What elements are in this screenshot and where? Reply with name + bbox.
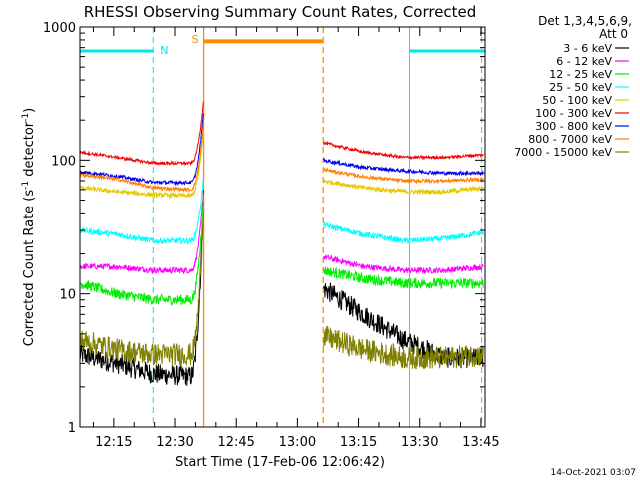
series-line-300-800-kev-pre xyxy=(79,113,204,187)
legend-label-800-7000-kev: 800 - 7000 keV xyxy=(528,133,612,146)
series-line-3-6-kev-pre xyxy=(79,190,204,387)
series-line-25-50-kev-pre xyxy=(79,177,204,245)
y-axis-label-part3: ) xyxy=(22,108,37,113)
series-layer xyxy=(79,101,484,387)
legend-header-line2: Att 0 xyxy=(599,27,628,41)
series-line-800-7000-kev-pre xyxy=(79,123,204,194)
series-line-50-100-kev-post xyxy=(323,179,484,196)
legend-header-line1: Det 1,3,4,5,6,9, xyxy=(538,14,632,28)
legend-label-6-12-kev: 6 - 12 keV xyxy=(556,55,612,68)
series-line-12-25-kev-post xyxy=(323,266,484,290)
y-axis-label-part2: detector xyxy=(22,121,37,181)
legend-label-3-6-kev: 3 - 6 keV xyxy=(563,42,612,55)
y-axis-label-exp1: -1 xyxy=(21,181,31,190)
series-line-7000-15000-kev-pre xyxy=(79,215,204,367)
y-tick-label: 100 xyxy=(51,154,76,169)
x-axis-label: Start Time (17-Feb-06 12:06:42) xyxy=(175,455,385,470)
timestamp: 14-Oct-2021 03:07 xyxy=(551,468,636,478)
plot-frame xyxy=(79,26,486,428)
y-tick-label: 1000 xyxy=(43,21,76,36)
chart-title: RHESSI Observing Summary Count Rates, Co… xyxy=(84,3,477,21)
series-line-6-12-kev-pre xyxy=(79,192,204,275)
y-tick-label: 10 xyxy=(59,288,76,303)
x-tick-label: 13:30 xyxy=(401,435,438,450)
legend-label-7000-15000-kev: 7000 - 15000 keV xyxy=(514,146,612,159)
x-tick-label: 12:30 xyxy=(156,435,193,450)
y-axis-label: Corrected Count Rate (s-1 detector-1) xyxy=(21,108,37,346)
legend-label-25-50-kev: 25 - 50 keV xyxy=(549,81,612,94)
y-axis-label-part1: Corrected Count Rate (s xyxy=(22,190,37,347)
series-line-800-7000-kev-post xyxy=(323,167,484,185)
x-tick-label: 13:00 xyxy=(279,435,316,450)
x-tick-label: 12:45 xyxy=(217,435,254,450)
x-tick-label: 13:45 xyxy=(462,435,499,450)
x-tick-label: 12:15 xyxy=(95,435,132,450)
series-line-12-25-kev-pre xyxy=(79,194,204,306)
x-tick-label: 13:15 xyxy=(340,435,377,450)
series-line-100-300-kev-pre xyxy=(79,101,204,167)
legend-label-100-300-kev: 100 - 300 keV xyxy=(535,107,612,120)
y-tick-label: 1 xyxy=(68,421,76,436)
y-axis-label-exp2: -1 xyxy=(21,113,31,122)
series-line-100-300-kev-post xyxy=(323,140,484,161)
saa-label: S xyxy=(192,33,199,46)
legend-label-12-25-kev: 12 - 25 keV xyxy=(549,68,612,81)
series-line-6-12-kev-post xyxy=(323,254,484,275)
series-line-7000-15000-kev-post xyxy=(323,326,484,370)
legend-label-300-800-kev: 300 - 800 keV xyxy=(535,120,612,133)
series-line-25-50-kev-post xyxy=(323,221,484,244)
night-label: N xyxy=(160,44,168,57)
series-line-50-100-kev-pre xyxy=(79,130,204,200)
series-line-300-800-kev-post xyxy=(323,157,484,177)
legend-label-50-100-kev: 50 - 100 keV xyxy=(542,94,612,107)
axis-layer: 1 10 100 1000 12:15 12:30 12:45 13:00 13:15 13:30… xyxy=(43,21,500,450)
